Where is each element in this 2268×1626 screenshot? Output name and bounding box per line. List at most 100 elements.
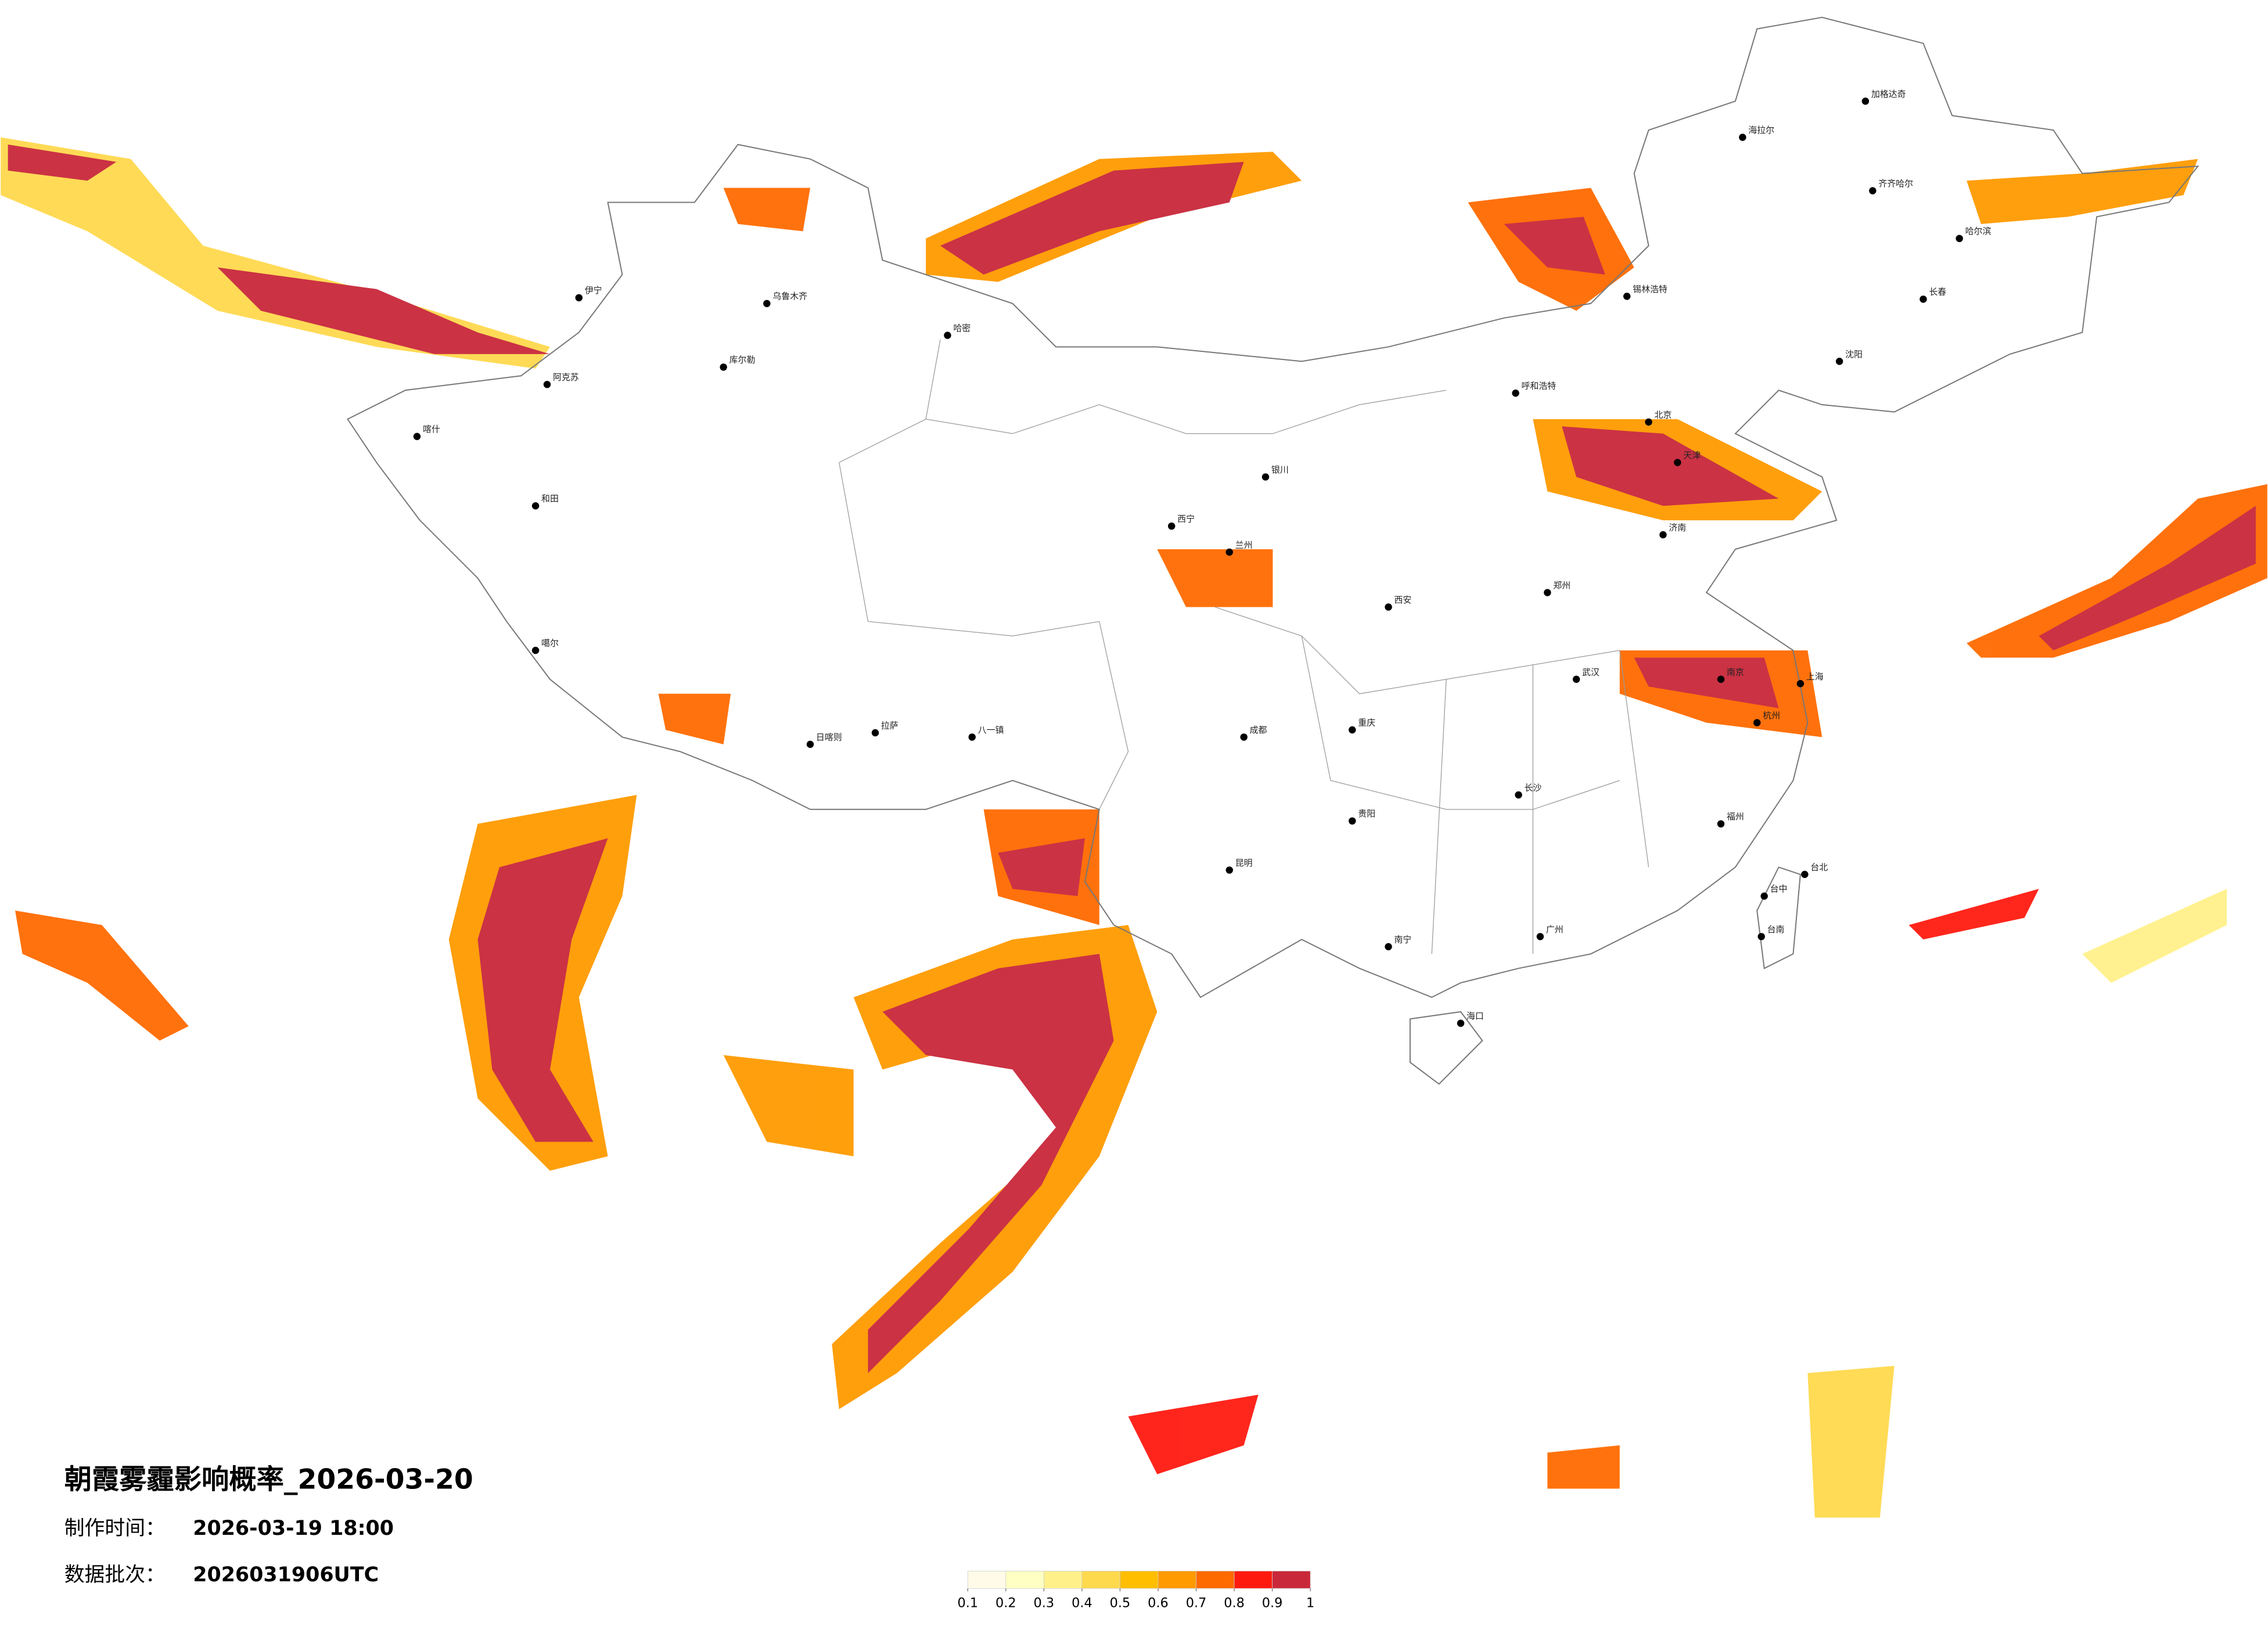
city-label: 拉萨	[881, 720, 898, 731]
city-label: 和田	[541, 494, 559, 504]
city-label: 加格达奇	[1871, 89, 1906, 99]
legend-tick-label: 0.8	[1224, 1596, 1245, 1611]
city-dot	[1572, 675, 1580, 683]
city-label: 喀什	[423, 424, 440, 434]
legend-swatch	[967, 1571, 1007, 1589]
city-label: 八一镇	[978, 725, 1004, 735]
city-label: 伊宁	[585, 285, 602, 296]
legend-tick-label: 0.2	[995, 1596, 1016, 1611]
legend-tick-label: 0.3	[1034, 1596, 1055, 1611]
city-label: 长春	[1929, 287, 1946, 297]
city-dot	[806, 740, 814, 748]
city-label: 哈密	[953, 323, 971, 333]
city-label: 台南	[1767, 924, 1785, 934]
city-dot	[1659, 531, 1667, 539]
city-dot	[968, 733, 976, 741]
legend-tick-label: 0.6	[1148, 1596, 1169, 1611]
city-label: 北京	[1655, 409, 1672, 420]
city-label: 福州	[1727, 811, 1744, 822]
city-label: 库尔勒	[729, 355, 756, 365]
city-label: 呼和浩特	[1522, 381, 1557, 391]
city-dot	[1225, 548, 1233, 556]
city-label: 南宁	[1394, 934, 1412, 945]
city-label: 锡林浩特	[1633, 284, 1667, 294]
province-borders	[839, 339, 1649, 954]
city-label: 杭州	[1763, 710, 1780, 721]
city-dot	[944, 332, 951, 339]
legend-swatch	[1081, 1571, 1120, 1589]
city-dot	[543, 380, 551, 388]
info-label: 数据批次：	[64, 1563, 166, 1587]
city-label: 阿克苏	[553, 372, 579, 383]
city-dot	[531, 502, 540, 510]
city-dot	[1861, 98, 1870, 105]
city-label: 台北	[1810, 862, 1828, 872]
city-label: 天津	[1683, 450, 1701, 461]
city-label: 海拉尔	[1748, 125, 1774, 135]
legend-swatch	[1120, 1571, 1159, 1589]
legend-swatch	[1234, 1571, 1273, 1589]
city-dot	[1349, 726, 1356, 734]
legend-tick-label: 0.4	[1072, 1596, 1092, 1611]
city-dot	[1515, 791, 1522, 799]
info-value: 2026031906UTC	[193, 1563, 379, 1587]
city-dot	[720, 363, 727, 371]
city-dot	[1385, 943, 1392, 951]
city-dot	[575, 294, 583, 301]
city-label: 沈阳	[1845, 349, 1863, 359]
legend-swatch	[1196, 1571, 1235, 1589]
city-label: 噶尔	[541, 638, 559, 649]
city-dot	[763, 300, 771, 307]
city-dot	[1512, 389, 1519, 397]
city-label: 日喀则	[816, 732, 842, 742]
city-dot	[1717, 820, 1725, 828]
legend-tick-label: 0.7	[1186, 1596, 1207, 1611]
city-label: 长沙	[1525, 782, 1542, 793]
legend-swatch	[1043, 1571, 1083, 1589]
city-label: 重庆	[1358, 717, 1375, 728]
info-label: 制作时间：	[64, 1517, 166, 1540]
city-label: 昆明	[1235, 858, 1253, 868]
city-dot	[1240, 733, 1248, 741]
city-dot	[531, 646, 540, 654]
city-label: 西宁	[1177, 513, 1195, 524]
city-label: 郑州	[1553, 580, 1570, 591]
city-dot	[1920, 295, 1927, 303]
city-dot	[1717, 675, 1725, 683]
city-dot	[1835, 358, 1843, 365]
legend-tick-label: 1	[1306, 1596, 1314, 1611]
city-label: 齐齐哈尔	[1878, 178, 1913, 189]
city-dot	[1225, 866, 1233, 874]
city-label: 哈尔滨	[1965, 226, 1992, 236]
city-label: 兰州	[1235, 539, 1253, 550]
city-dot	[413, 433, 421, 440]
city-label: 银川	[1271, 465, 1289, 475]
city-dot	[1167, 522, 1176, 530]
city-dot	[1753, 719, 1761, 726]
legend-tick-label: 0.9	[1262, 1596, 1283, 1611]
city-dot	[1796, 680, 1805, 688]
legend-tick-label: 0.5	[1110, 1596, 1131, 1611]
city-dot	[1349, 817, 1356, 825]
legend-swatch	[1272, 1571, 1311, 1589]
city-dot	[1457, 1019, 1465, 1027]
city-dot	[1801, 870, 1809, 878]
legend-swatch	[1158, 1571, 1196, 1589]
city-dot	[1739, 134, 1746, 141]
info-block: 制作时间： 2026-03-19 18:00 数据批次： 2026031906UTC	[64, 1517, 394, 1587]
city-label: 济南	[1669, 522, 1686, 533]
legend-swatch	[1005, 1571, 1044, 1589]
haze-layer	[1, 137, 2267, 1518]
city-dot	[1544, 589, 1551, 596]
city-dot	[1536, 933, 1544, 941]
city-dot	[1757, 933, 1765, 941]
info-value: 2026-03-19 18:00	[193, 1517, 394, 1540]
legend: 0.1 0.2 0.3 0.4 0.5 0.6 0.7 0.8 0.9 1	[957, 1571, 1314, 1611]
city-label: 成都	[1250, 725, 1267, 735]
city-label: 台中	[1770, 884, 1788, 894]
city-label: 贵阳	[1358, 808, 1375, 819]
city-dot	[1674, 459, 1681, 466]
